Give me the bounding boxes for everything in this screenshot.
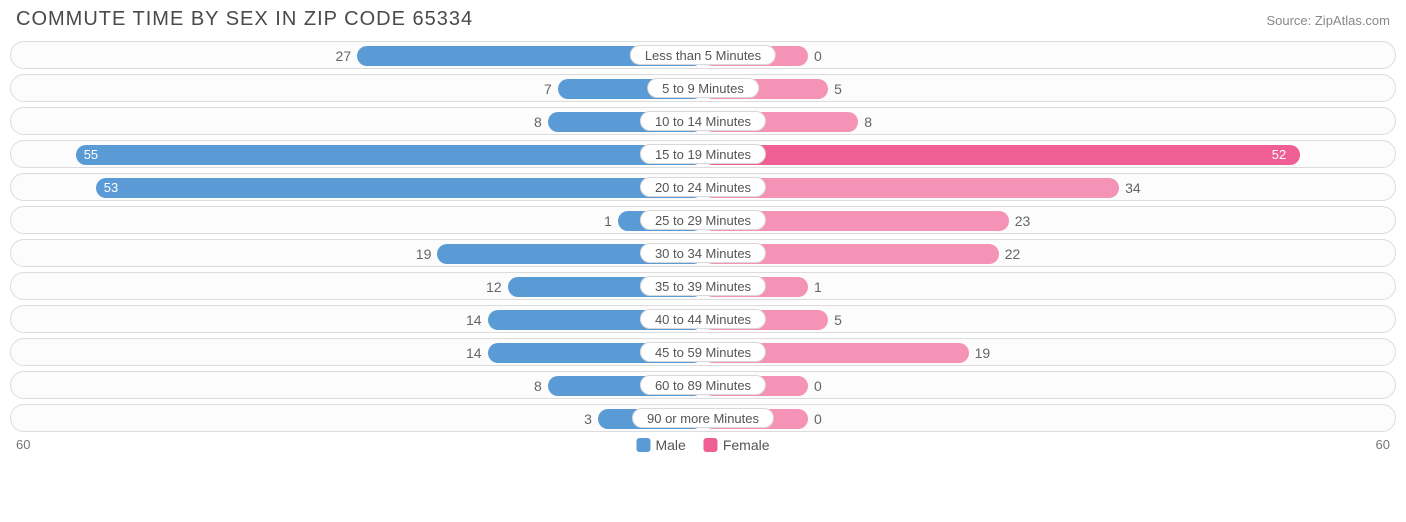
- legend-item-female: Female: [704, 437, 770, 453]
- chart-header: COMMUTE TIME BY SEX IN ZIP CODE 65334 So…: [10, 6, 1396, 41]
- value-label-female: 22: [1005, 240, 1021, 267]
- axis-max-left: 60: [16, 437, 30, 452]
- value-label-female: 8: [864, 108, 872, 135]
- chart-title: COMMUTE TIME BY SEX IN ZIP CODE 65334: [16, 8, 473, 31]
- value-label-female: 19: [975, 339, 991, 366]
- legend: Male Female: [636, 437, 769, 453]
- category-pill: 40 to 44 Minutes: [640, 309, 766, 329]
- bar-male: [96, 178, 703, 198]
- chart-row: Less than 5 Minutes 27 0: [10, 41, 1396, 69]
- value-label-male: 55: [84, 141, 98, 168]
- chart-row: 30 to 34 Minutes 19 22: [10, 239, 1396, 267]
- category-pill: 60 to 89 Minutes: [640, 375, 766, 395]
- category-pill: 25 to 29 Minutes: [640, 210, 766, 230]
- chart-footer: 60 Male Female 60: [10, 437, 1396, 459]
- value-label-male: 53: [104, 174, 118, 201]
- category-pill: 45 to 59 Minutes: [640, 342, 766, 362]
- value-label-male: 14: [466, 306, 482, 333]
- value-label-male: 1: [604, 207, 612, 234]
- chart-row: 10 to 14 Minutes 8 8: [10, 107, 1396, 135]
- legend-swatch-male: [636, 438, 650, 452]
- value-label-female: 1: [814, 273, 822, 300]
- chart-row: 40 to 44 Minutes 14 5: [10, 305, 1396, 333]
- value-label-male: 7: [544, 75, 552, 102]
- value-label-female: 52: [1272, 141, 1286, 168]
- value-label-male: 8: [534, 108, 542, 135]
- value-label-female: 23: [1015, 207, 1031, 234]
- bar-male: [76, 145, 703, 165]
- axis-max-right: 60: [1376, 437, 1390, 452]
- value-label-male: 12: [486, 273, 502, 300]
- category-pill: Less than 5 Minutes: [630, 45, 776, 65]
- legend-item-male: Male: [636, 437, 685, 453]
- value-label-male: 19: [416, 240, 432, 267]
- category-pill: 20 to 24 Minutes: [640, 177, 766, 197]
- chart-row: 15 to 19 Minutes 55 52: [10, 140, 1396, 168]
- chart-container: COMMUTE TIME BY SEX IN ZIP CODE 65334 So…: [0, 0, 1406, 463]
- value-label-male: 8: [534, 372, 542, 399]
- chart-row: 20 to 24 Minutes 53 34: [10, 173, 1396, 201]
- value-label-female: 34: [1125, 174, 1141, 201]
- chart-source: Source: ZipAtlas.com: [1266, 13, 1390, 28]
- value-label-female: 5: [834, 306, 842, 333]
- legend-swatch-female: [704, 438, 718, 452]
- chart-row: 60 to 89 Minutes 8 0: [10, 371, 1396, 399]
- value-label-female: 5: [834, 75, 842, 102]
- value-label-female: 0: [814, 372, 822, 399]
- bar-female: [703, 145, 1300, 165]
- value-label-male: 14: [466, 339, 482, 366]
- category-pill: 90 or more Minutes: [632, 408, 774, 428]
- value-label-female: 0: [814, 405, 822, 432]
- category-pill: 10 to 14 Minutes: [640, 111, 766, 131]
- chart-row: 5 to 9 Minutes 7 5: [10, 74, 1396, 102]
- chart-row: 25 to 29 Minutes 1 23: [10, 206, 1396, 234]
- category-pill: 35 to 39 Minutes: [640, 276, 766, 296]
- value-label-female: 0: [814, 42, 822, 69]
- chart-row: 35 to 39 Minutes 12 1: [10, 272, 1396, 300]
- chart-row: 45 to 59 Minutes 14 19: [10, 338, 1396, 366]
- category-pill: 5 to 9 Minutes: [647, 78, 759, 98]
- chart-row: 90 or more Minutes 3 0: [10, 404, 1396, 432]
- chart-rows: Less than 5 Minutes2705 to 9 Minutes7510…: [10, 41, 1396, 432]
- value-label-male: 27: [336, 42, 352, 69]
- category-pill: 15 to 19 Minutes: [640, 144, 766, 164]
- value-label-male: 3: [584, 405, 592, 432]
- category-pill: 30 to 34 Minutes: [640, 243, 766, 263]
